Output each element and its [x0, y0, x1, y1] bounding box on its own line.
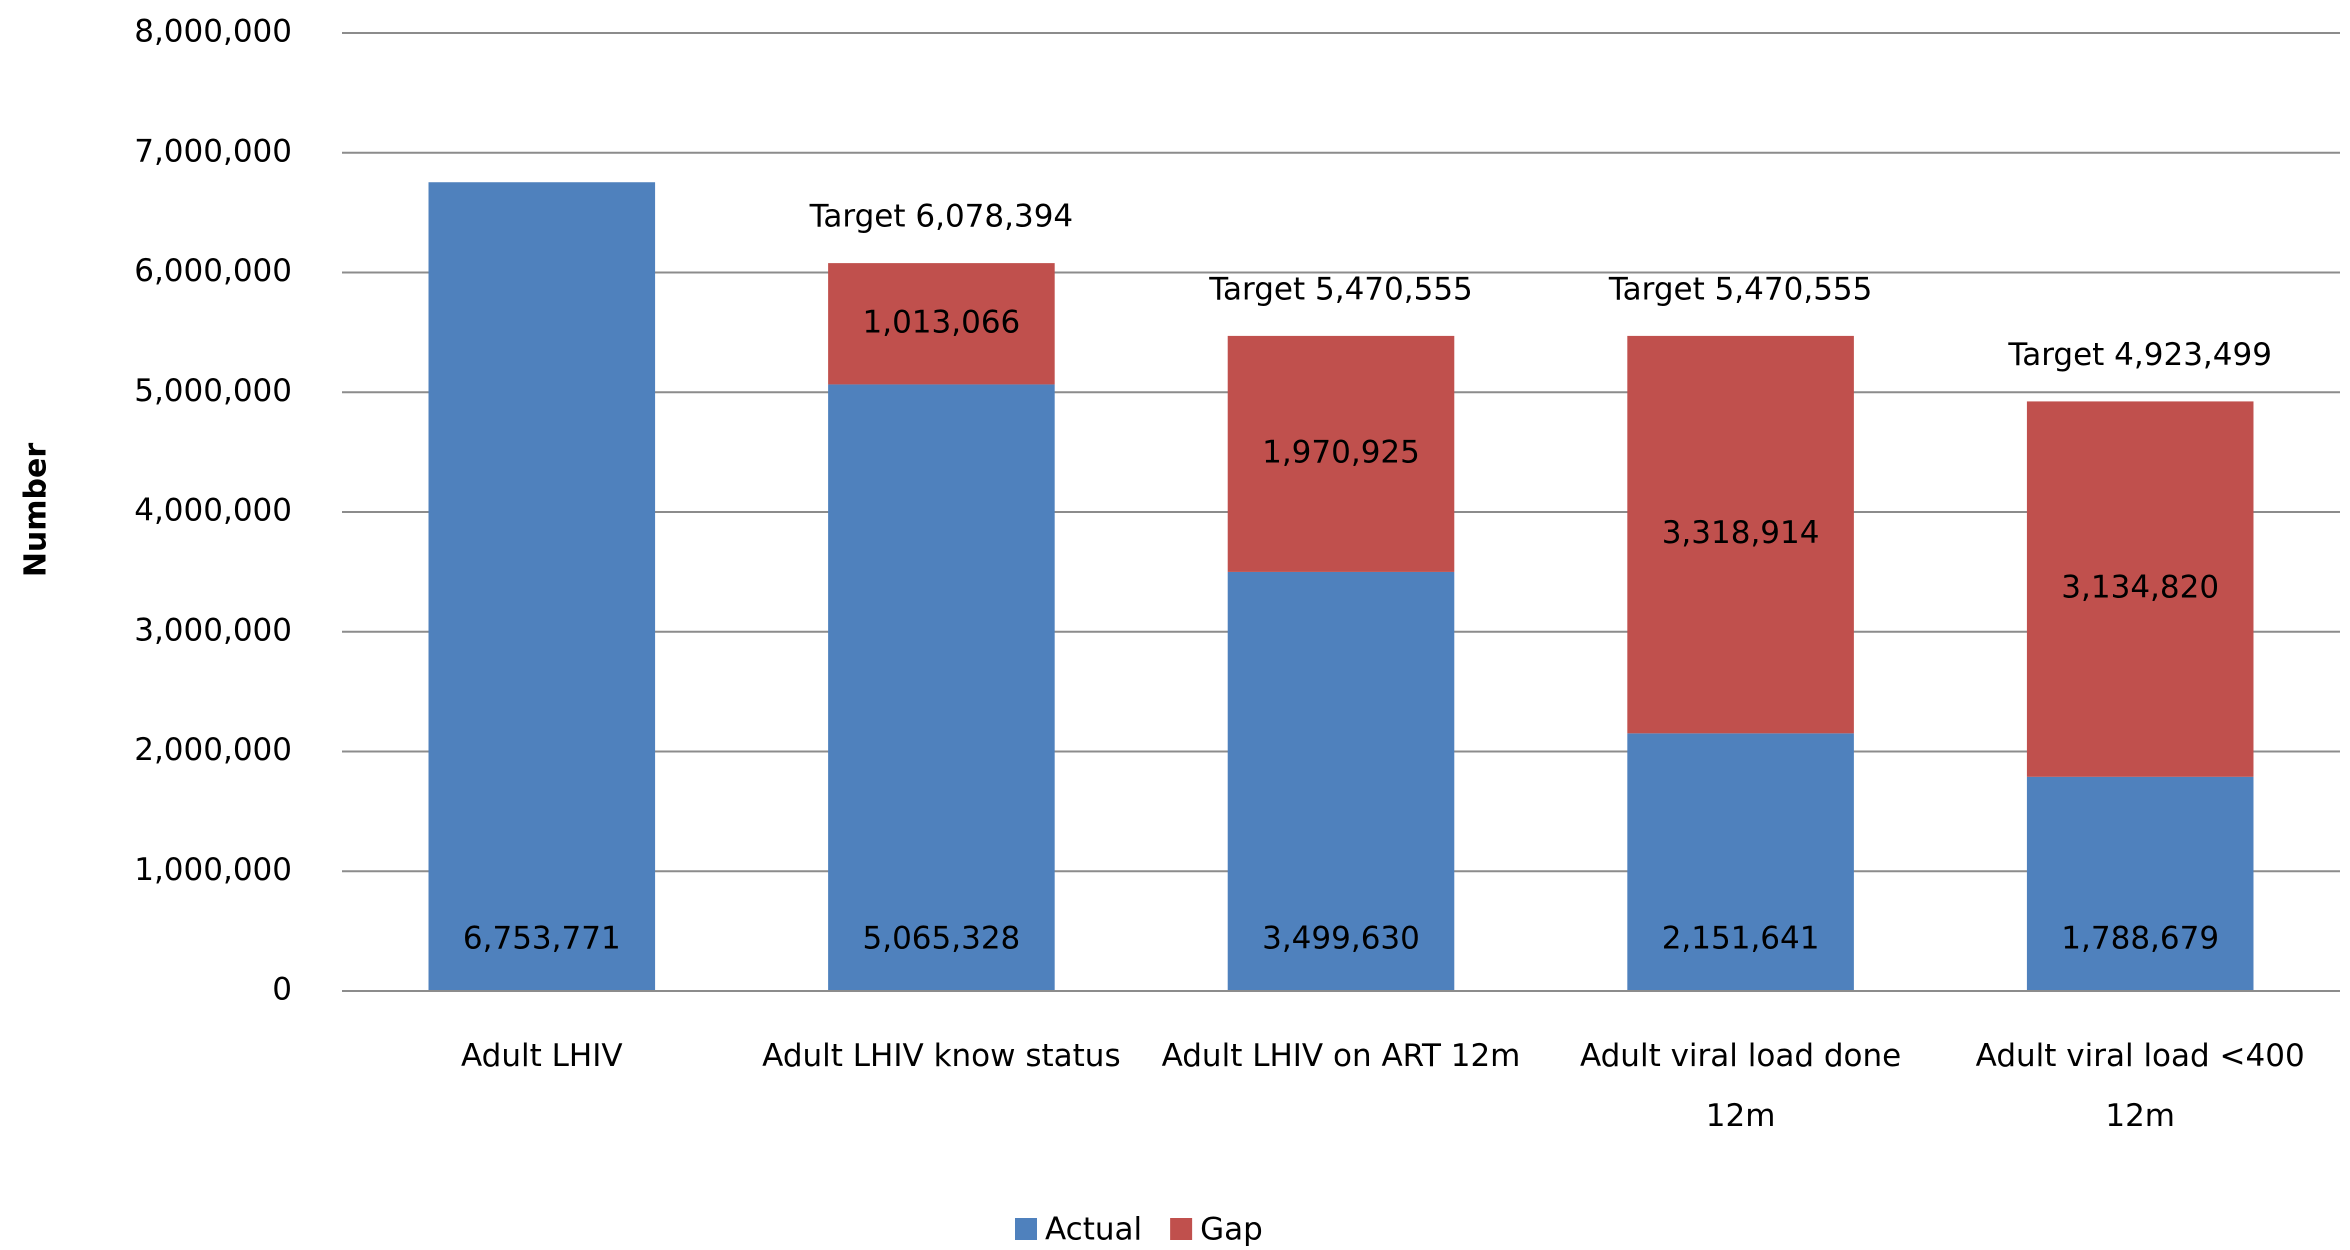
bar-segment — [2026, 776, 2254, 991]
y-tick-label: 4,000,000 — [134, 493, 292, 529]
y-tick-label: 7,000,000 — [134, 133, 292, 169]
bar-segment — [2026, 401, 2254, 777]
target-label: Target 5,470,555 — [1208, 271, 1473, 307]
y-axis-label: Number — [19, 443, 54, 578]
target-label: Target 5,470,555 — [1608, 271, 1873, 307]
bar-segment — [828, 384, 1055, 991]
legend-label: Gap — [1200, 1212, 1263, 1248]
y-tick-label: 8,000,000 — [134, 14, 292, 50]
legend-swatch — [1170, 1218, 1193, 1240]
y-tick-label: 1,000,000 — [134, 852, 292, 888]
value-label: 1,970,925 — [1262, 434, 1420, 470]
bar-segment — [428, 182, 656, 992]
legend-swatch — [1015, 1218, 1037, 1240]
value-label: 6,753,771 — [463, 921, 621, 957]
y-tick-label: 6,000,000 — [134, 253, 292, 289]
bar-segment — [1627, 733, 1854, 991]
bar-segment — [828, 263, 1055, 385]
x-tick-label: Adult LHIV — [461, 1038, 623, 1074]
bar-segment — [1627, 335, 1854, 734]
y-tick-label: 0 — [272, 972, 292, 1008]
value-label: 3,318,914 — [1662, 515, 1820, 551]
y-tick-label: 2,000,000 — [134, 732, 292, 768]
legend-label: Actual — [1045, 1212, 1142, 1248]
target-label: Target 4,923,499 — [2007, 337, 2272, 373]
x-tick-label: Adult LHIV on ART 12m — [1162, 1038, 1521, 1074]
value-label: 1,788,679 — [2061, 921, 2219, 957]
legend: Actual Gap — [1015, 1212, 1263, 1248]
value-label: 2,151,641 — [1662, 921, 1820, 957]
y-tick-label: 3,000,000 — [134, 612, 292, 648]
value-label: 3,134,820 — [2061, 570, 2219, 606]
bar-segment — [1227, 571, 1455, 991]
y-tick-label: 5,000,000 — [134, 373, 292, 409]
target-label: Target 6,078,394 — [809, 199, 1074, 235]
bar-segment — [1227, 335, 1455, 572]
x-tick-label: Adult LHIV know status — [762, 1038, 1120, 1074]
x-tick-label: Adult viral load done 12m — [1580, 1038, 1901, 1134]
value-label: 3,499,630 — [1262, 921, 1420, 957]
value-label: 1,013,066 — [863, 304, 1021, 340]
x-tick-label: Adult viral load <400 12m — [1976, 1038, 2305, 1134]
value-label: 5,065,328 — [863, 921, 1021, 957]
